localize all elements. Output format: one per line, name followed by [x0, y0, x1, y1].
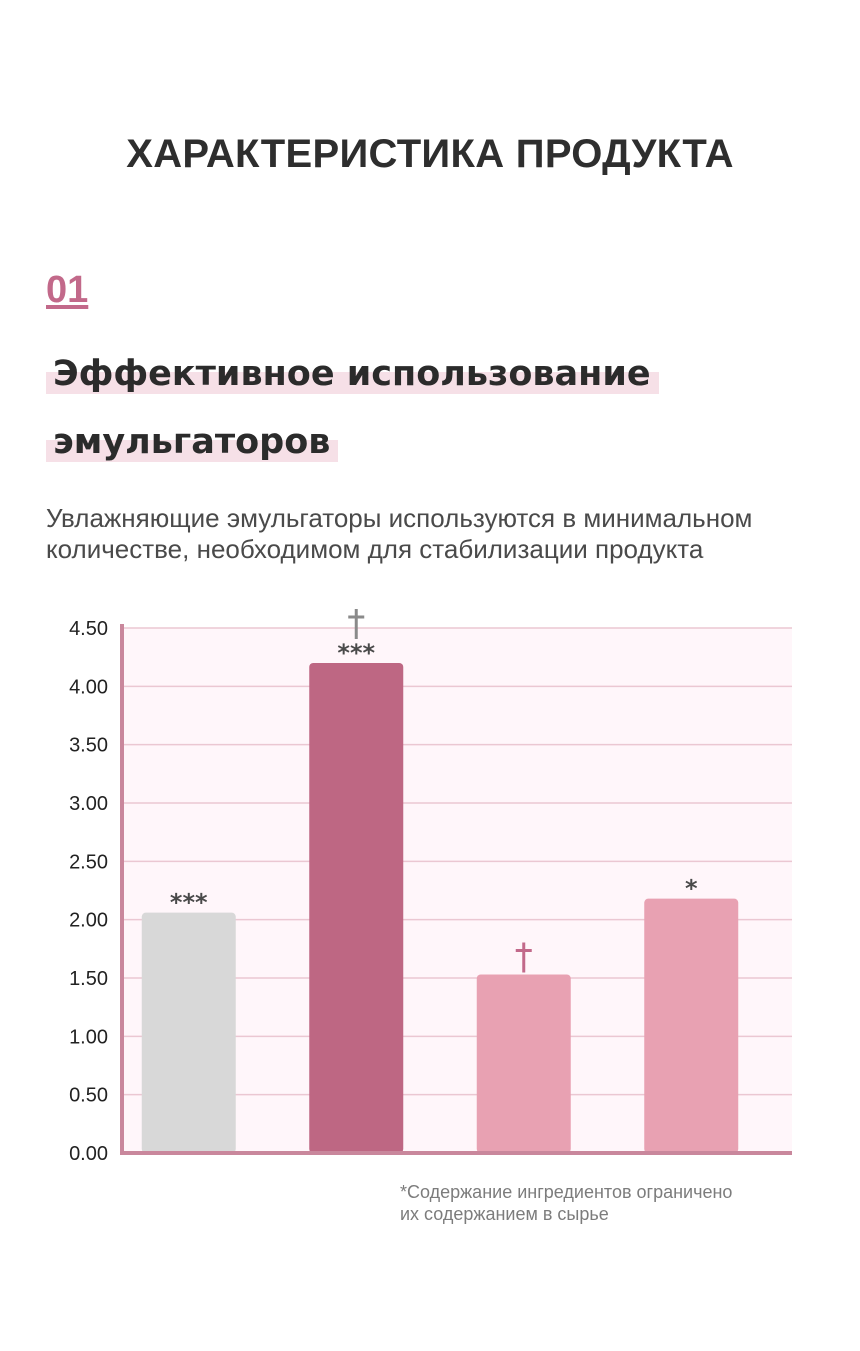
bar: [476, 974, 571, 1153]
emulsifier-bar-chart: 0.00 0.50 1.00 1.50 2.00 2.50 3.00 3.50 4.00 4.50…: [69, 609, 792, 1165]
significance-label: ***: [170, 889, 208, 917]
chart-footnote: *Содержание ингредиентов ограничено их с…: [400, 1181, 830, 1225]
bar: [644, 898, 739, 1153]
footnote-line-1: *Содержание ингредиентов ограничено: [400, 1182, 733, 1202]
y-tick-label: 1.00: [69, 1026, 108, 1048]
headline-line-1: Эффективное использование: [46, 350, 659, 398]
section-description: Увлажняющие эмульгаторы используются в м…: [46, 503, 836, 565]
y-tick-label: 3.00: [69, 793, 108, 815]
y-tick-label: 2.50: [69, 851, 108, 873]
bar: [141, 912, 236, 1153]
bar: [309, 663, 404, 1153]
y-tick-label: 0.00: [69, 1143, 108, 1165]
y-tick-label: 3.50: [69, 735, 108, 757]
description-line-2: количестве, необходимом для стабилизации…: [46, 534, 704, 564]
y-tick-label: 4.50: [69, 618, 108, 640]
section-headline: Эффективное использование эмульгаторов: [46, 350, 806, 486]
description-line-1: Увлажняющие эмульгаторы используются в м…: [46, 503, 753, 533]
y-tick-label: 0.50: [69, 1085, 108, 1107]
footnote-line-2: их содержанием в сырье: [400, 1204, 609, 1224]
section-number: 01: [46, 269, 89, 311]
y-tick-label: 2.00: [69, 910, 108, 932]
significance-label: *: [685, 875, 698, 903]
y-tick-label: 4.00: [69, 676, 108, 698]
significance-label: ***: [337, 639, 375, 667]
page-title: ХАРАКТЕРИСТИКА ПРОДУКТА: [126, 132, 734, 176]
headline-line-2: эмульгаторов: [46, 418, 339, 466]
y-tick-label: 1.50: [69, 968, 108, 990]
